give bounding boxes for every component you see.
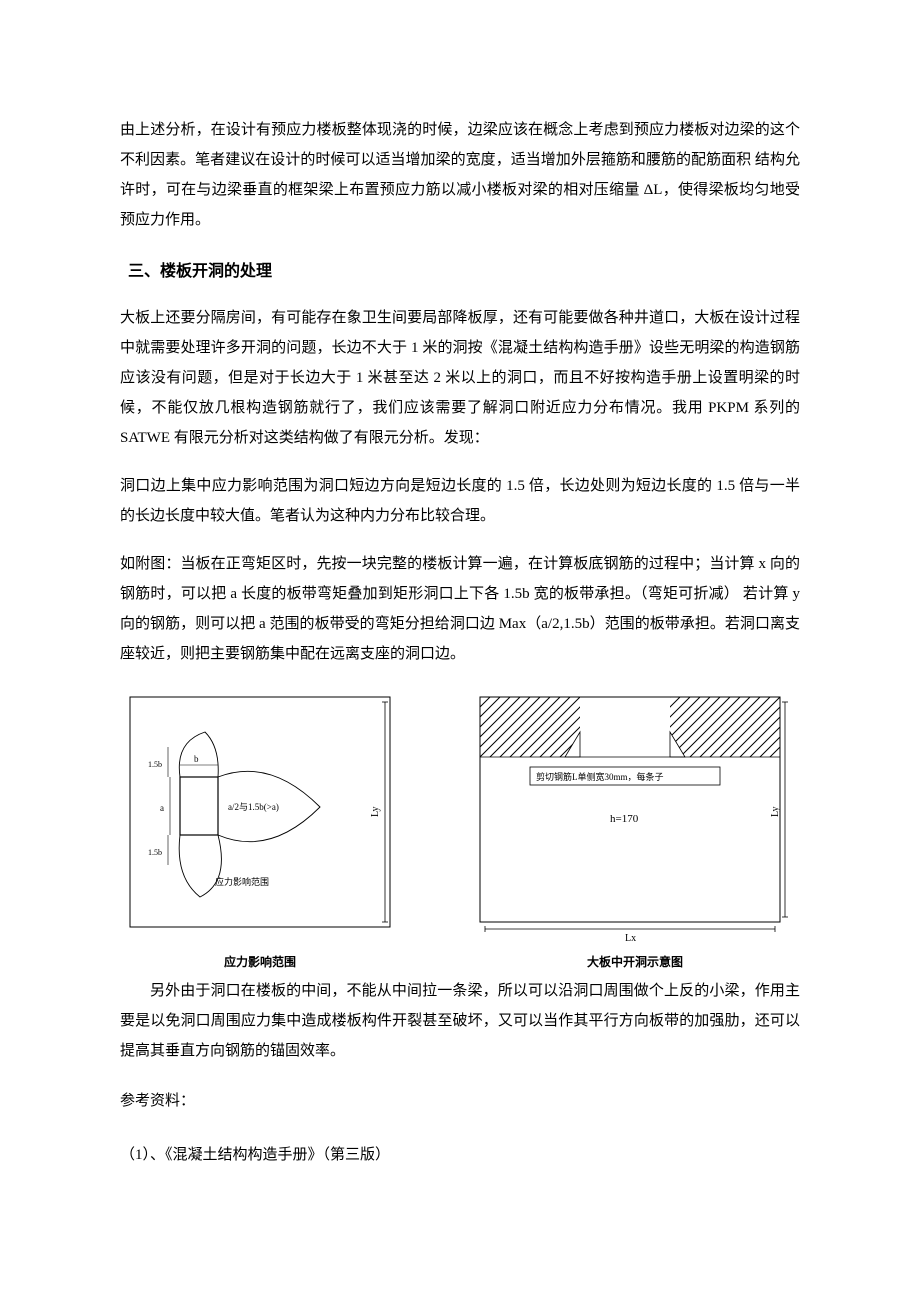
- fig1-dim-a: a: [160, 803, 164, 813]
- fig1-15b-bot: 1.5b: [148, 848, 162, 857]
- paragraph-3: 洞口边上集中应力影响范围为洞口短边方向是短边长度的 1.5 倍，长边处则为短边长…: [120, 471, 800, 531]
- document-page: 由上述分析，在设计有预应力楼板整体现浇的时候，边梁应该在概念上考虑到预应力楼板对…: [0, 0, 920, 1302]
- fig2-lx-label: Lx: [625, 933, 636, 944]
- references-title: 参考资料：: [120, 1086, 800, 1116]
- figure-1-caption: 应力影响范围: [224, 953, 296, 970]
- fig1-mid-label: a/2与1.5b(>a): [228, 802, 279, 812]
- figures-row: Ly b a 1.5b 1.5b a/2与: [120, 687, 800, 970]
- fig2-box-text: 剪切钢筋L单侧宽30mm，每条子: [536, 771, 664, 782]
- fig1-bottom-label: 应力影响范围: [215, 876, 269, 887]
- fig2-h-label: h=170: [610, 813, 639, 825]
- figure-2-caption: 大板中开洞示意图: [587, 953, 683, 970]
- fig1-ly-label: Ly: [370, 806, 381, 817]
- paragraph-2: 大板上还要分隔房间，有可能存在象卫生间要局部降板厚，还有可能要做各种井道口，大板…: [120, 303, 800, 453]
- paragraph-4: 如附图：当板在正弯矩区时，先按一块完整的楼板计算一遍，在计算板底钢筋的过程中；当…: [120, 549, 800, 669]
- paragraph-5: 另外由于洞口在楼板的中间，不能从中间拉一条梁，所以可以沿洞口周围做个上反的小梁，…: [120, 976, 800, 1066]
- figure-1-box: Ly b a 1.5b 1.5b a/2与: [120, 687, 400, 970]
- fig1-15b-top: 1.5b: [148, 760, 162, 769]
- reference-item-1: （1）、《混凝土结构构造手册》（第三版）: [120, 1140, 800, 1170]
- heading-section-3: 三、楼板开洞的处理: [120, 257, 800, 281]
- fig2-ly-label: Ly: [770, 806, 781, 817]
- figure-2-svg: 剪切钢筋L单侧宽30mm，每条子 h=170 Ly Lx: [470, 687, 800, 947]
- fig1-dim-b: b: [194, 754, 199, 764]
- figure-2-box: 剪切钢筋L单侧宽30mm，每条子 h=170 Ly Lx 大板中开洞示意图: [470, 687, 800, 970]
- paragraph-1: 由上述分析，在设计有预应力楼板整体现浇的时候，边梁应该在概念上考虑到预应力楼板对…: [120, 115, 800, 235]
- figure-1-svg: Ly b a 1.5b 1.5b a/2与: [120, 687, 400, 947]
